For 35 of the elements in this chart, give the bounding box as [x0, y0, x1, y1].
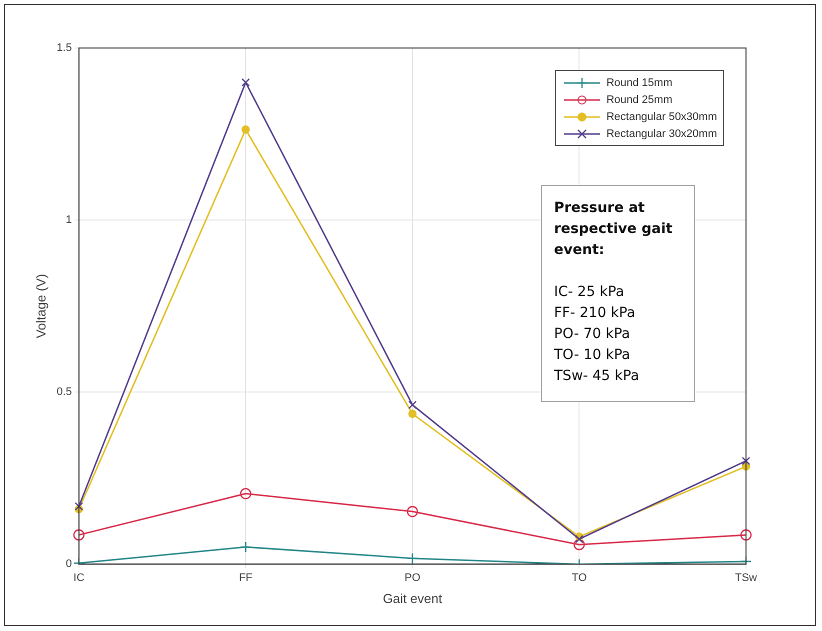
- legend-label: Round 15mm: [606, 76, 672, 88]
- x-tick-label: TO: [572, 572, 588, 584]
- point: [406, 552, 418, 564]
- point: [240, 488, 252, 500]
- point: [406, 506, 418, 518]
- annotation: TSw- 45 kPa: [554, 367, 640, 386]
- point: [740, 529, 752, 541]
- point: [575, 534, 584, 544]
- legend-label: Round 25mm: [606, 94, 672, 106]
- legend-label: Rectangular 30x20mm: [606, 128, 717, 140]
- point: [74, 502, 84, 511]
- point: [408, 410, 417, 418]
- point: [240, 541, 252, 553]
- annotation: FF- 210 kPa: [554, 304, 636, 323]
- y-tick-label: 0.5: [56, 386, 72, 398]
- y-tick-label: 0: [66, 558, 72, 570]
- x-tick-label: PO: [404, 572, 421, 584]
- x-tick-label: TSw: [735, 572, 758, 584]
- annotation: Pressure at respective gait event:: [554, 199, 674, 260]
- point: [241, 78, 250, 87]
- point: [408, 400, 417, 410]
- point: [742, 456, 750, 466]
- point: [73, 529, 85, 541]
- point: [242, 125, 250, 134]
- y-tick-label: 1: [66, 214, 72, 226]
- point: [574, 538, 585, 550]
- annotation: TO- 10 kPa: [554, 346, 632, 365]
- y-axis-title: Voltage (V): [33, 274, 48, 338]
- x-tick-label: FF: [238, 572, 253, 584]
- annotation: IC- 25 kPa: [554, 283, 626, 302]
- x-axis-title: Gait event: [382, 590, 442, 606]
- y-tick-label: 1.5: [56, 42, 72, 54]
- annotation: PO- 70 kPa: [554, 325, 632, 344]
- x-tick-label: IC: [73, 572, 84, 584]
- legend-label: Rectangular 50x30mm: [606, 110, 717, 122]
